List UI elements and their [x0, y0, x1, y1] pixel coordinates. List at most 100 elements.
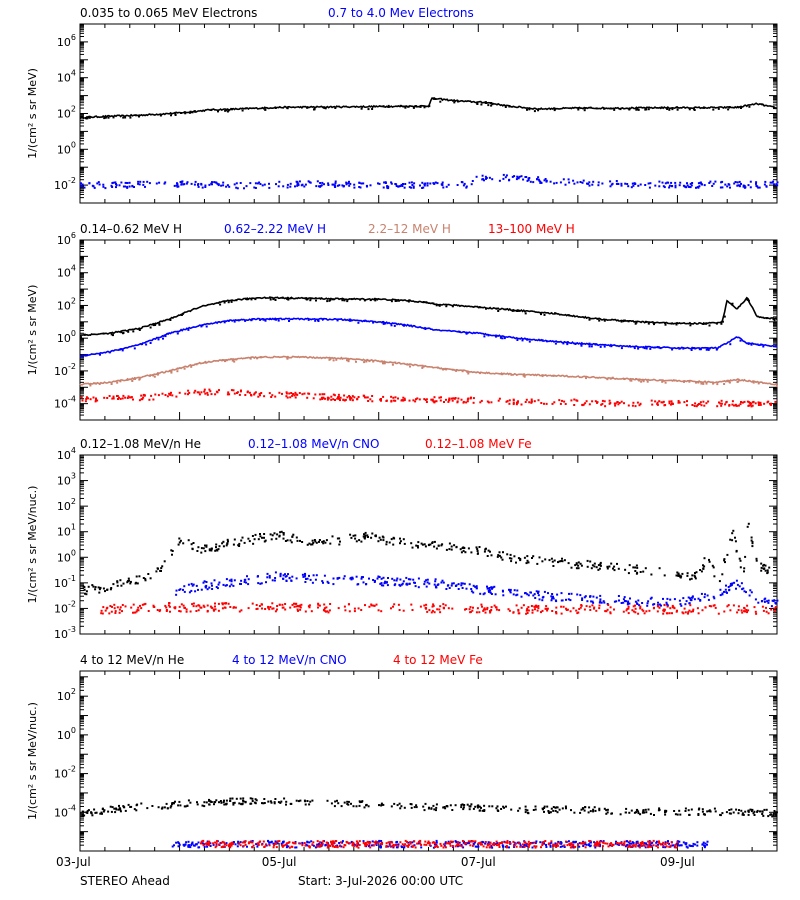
data-point — [634, 611, 637, 614]
data-point — [489, 841, 492, 844]
data-point — [134, 611, 137, 614]
data-point — [100, 609, 103, 612]
y-tick-label: 100 — [57, 140, 76, 156]
data-point — [773, 610, 776, 613]
data-point — [503, 806, 505, 809]
data-point — [269, 298, 272, 301]
data-point — [658, 185, 661, 188]
data-point — [346, 800, 349, 803]
data-point — [678, 840, 681, 843]
data-point — [346, 803, 349, 805]
data-point — [731, 582, 734, 585]
y-tick-label: 10-2 — [54, 176, 76, 192]
data-point — [441, 543, 444, 546]
data-point — [549, 811, 552, 814]
data-point — [95, 397, 97, 400]
data-point — [286, 396, 289, 399]
data-point — [523, 843, 526, 846]
data-point — [343, 394, 346, 397]
data-point — [750, 591, 753, 594]
data-point — [211, 183, 213, 186]
data-point — [751, 545, 754, 548]
data-point — [383, 582, 386, 585]
data-point — [269, 533, 272, 536]
data-point — [313, 539, 316, 541]
data-point — [432, 97, 435, 100]
data-point — [139, 180, 142, 183]
data-point — [171, 845, 174, 848]
series-line — [79, 296, 778, 337]
data-point — [664, 843, 667, 846]
data-point — [708, 560, 711, 563]
data-point — [527, 178, 530, 181]
data-point — [247, 583, 250, 586]
data-point — [711, 185, 714, 187]
data-point — [457, 583, 460, 586]
data-point — [594, 809, 597, 812]
data-point — [358, 800, 361, 803]
data-point — [259, 840, 262, 843]
data-point — [343, 605, 346, 608]
legend-entry: 0.7 to 4.0 Mev Electrons — [328, 6, 474, 20]
data-point — [435, 806, 438, 809]
data-point — [521, 845, 524, 848]
data-point — [648, 841, 651, 844]
data-point — [178, 541, 181, 544]
data-point — [312, 397, 315, 400]
data-point — [741, 813, 744, 816]
data-point — [201, 186, 204, 189]
data-point — [590, 345, 593, 348]
data-point — [399, 185, 402, 188]
data-point — [384, 182, 387, 184]
data-point — [233, 801, 236, 804]
data-point — [154, 393, 157, 396]
data-point — [552, 845, 554, 847]
data-point — [258, 181, 261, 184]
data-point — [268, 608, 271, 611]
data-point — [338, 576, 341, 579]
data-point — [220, 184, 223, 187]
data-point — [489, 611, 492, 614]
data-point — [745, 591, 747, 594]
data-point — [94, 382, 97, 385]
data-point — [491, 178, 494, 181]
data-point — [696, 186, 699, 189]
data-point — [516, 339, 519, 341]
data-point — [121, 349, 124, 352]
data-point — [686, 400, 688, 403]
data-point — [85, 398, 88, 400]
data-point — [686, 182, 688, 185]
data-point — [427, 807, 430, 810]
data-point — [543, 807, 546, 809]
data-point — [609, 844, 612, 847]
data-point — [126, 182, 129, 184]
data-point — [699, 401, 702, 404]
data-point — [163, 182, 166, 185]
data-point — [775, 385, 778, 388]
data-point — [482, 593, 485, 596]
data-point — [696, 404, 699, 406]
data-point — [685, 186, 688, 189]
data-point — [291, 535, 294, 538]
data-point — [598, 809, 601, 812]
data-point — [676, 842, 679, 845]
data-point — [148, 398, 151, 401]
data-point — [170, 370, 173, 373]
data-point — [635, 842, 638, 844]
data-point — [565, 840, 567, 843]
data-point — [537, 592, 539, 594]
data-point — [485, 307, 487, 310]
data-point — [218, 581, 221, 584]
data-point — [451, 399, 454, 402]
data-point — [262, 802, 265, 805]
data-point — [192, 583, 195, 586]
data-point — [107, 116, 110, 119]
data-point — [454, 397, 457, 399]
data-point — [232, 803, 235, 806]
data-point — [636, 566, 639, 569]
data-point — [470, 183, 473, 186]
data-point — [371, 108, 374, 110]
data-point — [140, 394, 143, 397]
data-point — [617, 595, 620, 597]
data-point — [545, 402, 548, 405]
